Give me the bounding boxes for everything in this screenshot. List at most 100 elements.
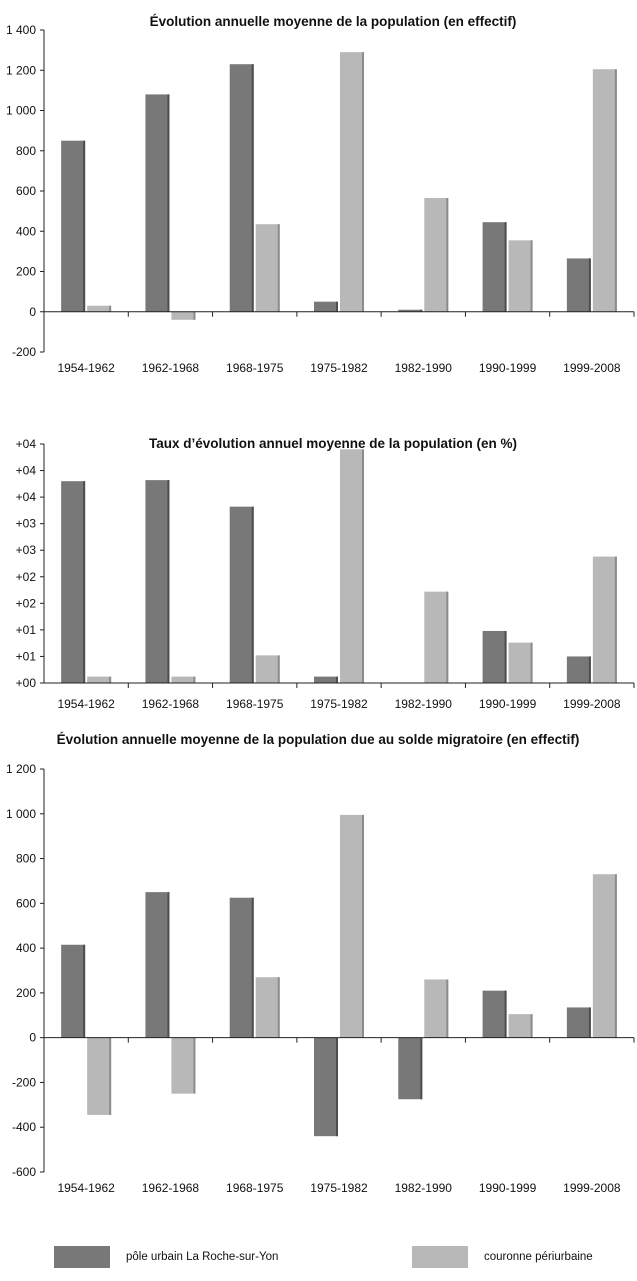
chart-2-x-tick-label: 1982-1990 — [395, 697, 453, 711]
chart-1-y-tick-label: 400 — [16, 224, 36, 238]
legend-label-urban: pôle urbain La Roche-sur-Yon — [126, 1251, 279, 1263]
chart-3-bar-periurban-2-edge — [193, 1037, 196, 1094]
chart-3-bar-periurban-4 — [340, 814, 364, 1038]
chart-3-bar-urban-6 — [482, 990, 507, 1038]
chart-3-bar-urban-2 — [145, 892, 170, 1038]
chart-1-bar-periurban-1-edge — [109, 305, 112, 312]
chart-3-bar-periurban-7 — [592, 874, 617, 1038]
chart-1-bar-periurban-6 — [508, 240, 533, 312]
chart-1-title: Évolution annuelle moyenne de la populat… — [150, 14, 517, 29]
chart-3-y-tick-label: 0 — [29, 1031, 36, 1045]
chart-1-bar-urban-2-edge — [167, 94, 170, 312]
chart-3-bar-urban-2-edge — [167, 892, 170, 1038]
chart-2-x-tick-label: 1990-1999 — [479, 697, 537, 711]
chart-1-bar-urban-1 — [61, 140, 86, 312]
chart-1-x-tick-label: 1962-1968 — [142, 361, 200, 375]
chart-3-bar-periurban-2 — [171, 1037, 196, 1094]
chart-3-bar-urban-7-edge — [588, 1007, 591, 1038]
chart-1-y-tick-label: 200 — [16, 265, 36, 279]
chart-2-bar-urban-7 — [566, 656, 591, 683]
chart-3-bar-urban-4 — [314, 1037, 338, 1137]
chart-3-y-tick-label: 600 — [16, 896, 36, 910]
chart-3-x-tick-label: 1990-1999 — [479, 1181, 537, 1195]
chart-1-x-tick-label: 1982-1990 — [395, 361, 453, 375]
chart-2-bar-urban-6-edge — [504, 630, 507, 683]
chart-2-y-tick-label: +02 — [16, 596, 37, 610]
chart-2-x-tick-label: 1975-1982 — [310, 697, 368, 711]
chart-2-x-tick-label: 1962-1968 — [142, 697, 200, 711]
chart-2-bar-periurban-4 — [340, 449, 364, 683]
chart-3-x-tick-label: 1982-1990 — [395, 1181, 453, 1195]
chart-3-title: Évolution annuelle moyenne de la populat… — [57, 732, 580, 747]
chart-3-bar-urban-6-edge — [504, 990, 507, 1038]
chart-2-bar-periurban-1 — [87, 676, 112, 683]
chart-1-bar-periurban-4-edge — [362, 52, 364, 312]
chart-1-bar-urban-2 — [145, 94, 170, 312]
chart-1-bar-urban-1-edge — [83, 140, 86, 312]
chart-1-bar-periurban-4 — [340, 52, 364, 312]
chart-1-bar-periurban-2-edge — [193, 311, 196, 320]
chart-3-y-tick-label: 1 200 — [6, 762, 36, 776]
chart-2-bar-urban-1 — [61, 481, 86, 683]
chart-3-x-tick-label: 1999-2008 — [563, 1181, 621, 1195]
chart-2-bar-urban-4 — [314, 676, 338, 683]
legend-item-periurban: couronne périurbaine — [412, 1246, 593, 1268]
chart-1-bar-urban-5-edge — [420, 309, 423, 312]
chart-2-bar-urban-2 — [145, 480, 170, 683]
chart-3-x-tick-label: 1975-1982 — [310, 1181, 368, 1195]
chart-2-y-tick-label: +03 — [16, 517, 37, 531]
chart-2-bar-periurban-6 — [508, 642, 533, 683]
chart-1-bar-urban-6-edge — [504, 222, 507, 312]
chart-3-x-tick-label: 1968-1975 — [226, 1181, 284, 1195]
chart-3-bar-urban-7 — [566, 1007, 591, 1038]
chart-2-bar-urban-7-edge — [588, 656, 591, 683]
chart-2-x-tick-label: 1968-1975 — [226, 697, 284, 711]
chart-1-bar-urban-6 — [482, 222, 507, 312]
chart-3-bar-urban-5 — [398, 1037, 423, 1100]
chart-2-y-tick-label: +04 — [16, 464, 37, 478]
chart-2-bar-periurban-7 — [592, 556, 617, 683]
chart-1-bar-periurban-5 — [424, 198, 449, 312]
legend-swatch-periurban — [412, 1246, 468, 1268]
chart-1-bar-urban-5 — [398, 309, 423, 312]
legend-item-urban: pôle urbain La Roche-sur-Yon — [54, 1246, 278, 1268]
legend: pôle urbain La Roche-sur-Yon couronne pé… — [0, 1246, 637, 1276]
chart-1-bar-periurban-7 — [592, 69, 617, 312]
chart-2-bar-urban-3-edge — [251, 506, 254, 683]
chart-3-bar-periurban-7-edge — [614, 874, 617, 1038]
chart-3-y-tick-label: 1 000 — [6, 807, 36, 821]
chart-3-bar-periurban-3 — [255, 977, 280, 1038]
chart-2-bar-periurban-2 — [171, 676, 196, 683]
chart-1-x-tick-label: 1954-1962 — [57, 361, 115, 375]
chart-3-y-tick-label: -400 — [12, 1120, 36, 1134]
chart-1-bar-urban-7-edge — [588, 258, 591, 312]
chart-2-y-tick-label: +03 — [16, 543, 37, 557]
chart-2-bar-urban-4-edge — [336, 676, 338, 683]
chart-2-bar-periurban-5 — [424, 591, 449, 683]
chart-3-bar-periurban-3-edge — [277, 977, 280, 1038]
chart-1-bar-urban-7 — [566, 258, 591, 312]
chart-2-y-tick-label: +00 — [16, 676, 37, 690]
chart-3-y-tick-label: -600 — [12, 1165, 36, 1179]
chart-2-y-tick-label: +01 — [16, 623, 37, 637]
chart-1-x-tick-label: 1990-1999 — [479, 361, 537, 375]
chart-3-bar-periurban-6 — [508, 1014, 533, 1038]
chart-3-bar-periurban-5 — [424, 979, 449, 1038]
chart-3-bar-urban-5-edge — [420, 1037, 423, 1100]
chart-2-y-tick-label: +04 — [16, 490, 37, 504]
chart-1-y-tick-label: 600 — [16, 184, 36, 198]
chart-2-bar-periurban-5-edge — [446, 591, 449, 683]
chart-2-title: Taux d’évolution annuel moyenne de la po… — [149, 436, 517, 451]
chart-1-y-tick-label: 1 400 — [6, 23, 36, 37]
chart-1-x-tick-label: 1968-1975 — [226, 361, 284, 375]
chart-2-bar-urban-2-edge — [167, 480, 170, 683]
chart-2-bar-urban-1-edge — [83, 481, 86, 683]
chart-3-bar-urban-1-edge — [83, 944, 86, 1038]
chart-3-bar-urban-3 — [229, 897, 254, 1038]
chart-2-x-tick-label: 1954-1962 — [57, 697, 115, 711]
chart-2-y-tick-label: +02 — [16, 570, 37, 584]
chart-1-bar-periurban-6-edge — [530, 240, 533, 312]
chart-1-bar-urban-3-edge — [251, 64, 254, 312]
chart-3-y-tick-label: 200 — [16, 986, 36, 1000]
